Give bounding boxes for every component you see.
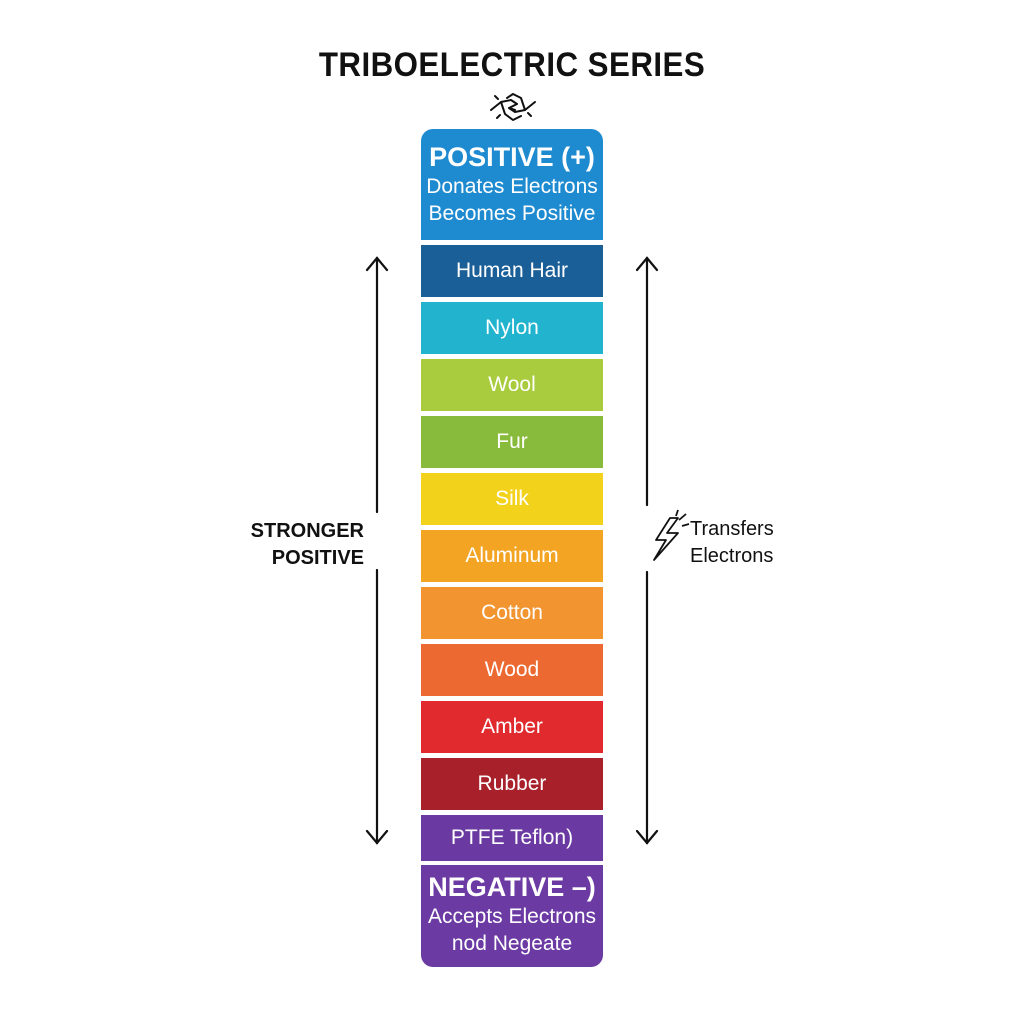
page-title: TRIBOELECTRIC SERIES <box>318 46 706 84</box>
lightning-bolt-icon <box>653 509 690 561</box>
right-arrow-head-down <box>635 829 659 845</box>
positive-header: POSITIVE (+) Donates Electrons Becomes P… <box>421 129 603 240</box>
stronger-positive-label: STRONGER POSITIVE <box>246 518 364 572</box>
right-arrow-head-up <box>635 256 659 272</box>
negative-title: NEGATIVE –) <box>428 872 596 902</box>
material-list: Human Hair Nylon Wool Fur Silk Aluminum Cotton… <box>421 245 603 861</box>
left-label-line1: STRONGER <box>250 520 364 542</box>
positive-line1: Donates Electrons <box>426 175 598 198</box>
material-bar: Cotton <box>421 587 603 639</box>
material-bar: Amber <box>421 701 603 753</box>
material-bar: Wool <box>421 359 603 411</box>
material-bar: Silk <box>421 473 603 525</box>
transfers-electrons-label: Transfers Electrons <box>690 516 774 570</box>
negative-footer: NEGATIVE –) Accepts Electrons nod Negeat… <box>421 865 603 967</box>
left-label-line2: POSITIVE <box>271 547 364 569</box>
positive-title: POSITIVE (+) <box>429 142 595 172</box>
rubbing-hands-icon <box>490 93 536 121</box>
negative-line1: Accepts Electrons <box>427 905 597 928</box>
material-bar: PTFE Teflon) <box>421 815 603 861</box>
left-arrow-head-down <box>365 829 389 845</box>
positive-line2: Becomes Positive <box>428 202 596 225</box>
left-arrow-head-up <box>365 256 389 272</box>
right-label-line2: Electrons <box>690 545 774 567</box>
material-bar: Nylon <box>421 302 603 354</box>
right-label-line1: Transfers <box>690 518 774 540</box>
negative-line2: nod Negeate <box>451 932 573 955</box>
material-bar: Aluminum <box>421 530 603 582</box>
triboelectric-column: POSITIVE (+) Donates Electrons Becomes P… <box>421 129 603 967</box>
material-bar: Wood <box>421 644 603 696</box>
material-bar: Human Hair <box>421 245 603 297</box>
material-bar: Fur <box>421 416 603 468</box>
material-bar: Rubber <box>421 758 603 810</box>
